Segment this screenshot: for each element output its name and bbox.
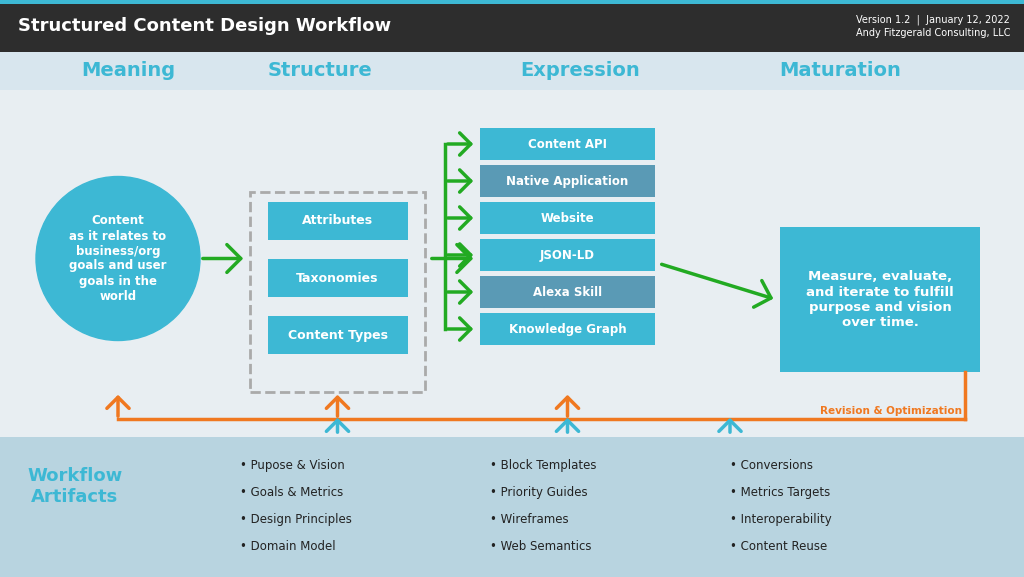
Text: Andy Fitzgerald Consulting, LLC: Andy Fitzgerald Consulting, LLC (855, 28, 1010, 38)
Text: • Design Principles: • Design Principles (240, 513, 352, 526)
Text: Alexa Skill: Alexa Skill (532, 286, 602, 298)
Text: Structure: Structure (267, 62, 373, 81)
FancyBboxPatch shape (267, 316, 408, 354)
Text: Structured Content Design Workflow: Structured Content Design Workflow (18, 17, 391, 35)
Text: JSON-LD: JSON-LD (540, 249, 595, 261)
FancyBboxPatch shape (0, 52, 1024, 90)
Text: Meaning: Meaning (81, 62, 175, 81)
Text: Revision & Optimization: Revision & Optimization (820, 406, 962, 416)
Text: Website: Website (541, 212, 594, 224)
Text: Taxonomies: Taxonomies (296, 272, 379, 284)
FancyBboxPatch shape (0, 0, 1024, 4)
Text: Content
as it relates to
business/org
goals and user
goals in the
world: Content as it relates to business/org go… (70, 215, 167, 302)
Text: • Interoperability: • Interoperability (730, 513, 831, 526)
Text: • Content Reuse: • Content Reuse (730, 540, 827, 553)
Text: Workflow
Artifacts: Workflow Artifacts (28, 467, 123, 506)
Text: • Block Templates: • Block Templates (490, 459, 597, 472)
FancyBboxPatch shape (0, 0, 1024, 52)
Text: Maturation: Maturation (779, 62, 901, 81)
FancyBboxPatch shape (480, 202, 655, 234)
FancyBboxPatch shape (480, 128, 655, 160)
FancyBboxPatch shape (480, 165, 655, 197)
Text: • Metrics Targets: • Metrics Targets (730, 486, 830, 499)
FancyBboxPatch shape (267, 259, 408, 297)
FancyBboxPatch shape (0, 437, 1024, 577)
Text: Version 1.2  |  January 12, 2022: Version 1.2 | January 12, 2022 (856, 15, 1010, 25)
Text: Native Application: Native Application (507, 174, 629, 188)
Text: Expression: Expression (520, 62, 640, 81)
Text: • Pupose & Vision: • Pupose & Vision (240, 459, 345, 472)
Text: • Web Semantics: • Web Semantics (490, 540, 592, 553)
Text: Attributes: Attributes (302, 215, 373, 227)
Text: Content API: Content API (528, 137, 607, 151)
Circle shape (36, 177, 200, 340)
Text: • Domain Model: • Domain Model (240, 540, 336, 553)
FancyBboxPatch shape (780, 227, 980, 372)
FancyBboxPatch shape (480, 239, 655, 271)
FancyBboxPatch shape (480, 276, 655, 308)
Text: • Conversions: • Conversions (730, 459, 813, 472)
Text: Measure, evaluate,
and iterate to fulfill
purpose and vision
over time.: Measure, evaluate, and iterate to fulfil… (806, 271, 954, 328)
FancyBboxPatch shape (267, 202, 408, 240)
Text: • Priority Guides: • Priority Guides (490, 486, 588, 499)
Text: Content Types: Content Types (288, 328, 387, 342)
Text: • Goals & Metrics: • Goals & Metrics (240, 486, 343, 499)
Text: • Wireframes: • Wireframes (490, 513, 568, 526)
Text: Knowledge Graph: Knowledge Graph (509, 323, 627, 335)
FancyBboxPatch shape (480, 313, 655, 345)
